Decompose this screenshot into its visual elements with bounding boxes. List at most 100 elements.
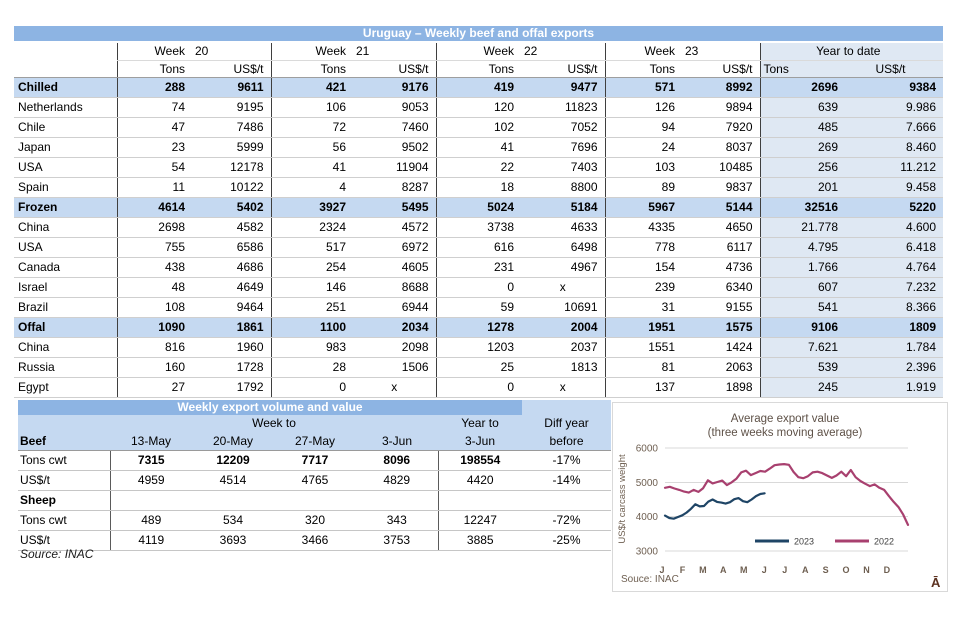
table2-title: Weekly export volume and value	[18, 400, 523, 415]
row-label: Canada	[14, 257, 117, 278]
x-tick-label: F	[680, 565, 686, 575]
cell: 9106	[759, 317, 845, 338]
series-line-2023	[663, 492, 766, 520]
cell: 419	[435, 77, 521, 98]
cell	[437, 490, 523, 511]
cell: 8037	[682, 137, 760, 158]
cell: 48	[116, 277, 192, 298]
week-number: 23	[682, 42, 760, 61]
cell: 9.458	[845, 177, 944, 198]
chart-subtitle: (three weeks moving average)	[708, 427, 863, 439]
cell: 7.666	[845, 117, 944, 138]
cell: 41	[435, 137, 521, 158]
cell: 1.784	[845, 337, 944, 358]
cell: -17%	[522, 450, 612, 471]
series-line-2022	[663, 462, 910, 527]
x-tick-label: A	[802, 565, 809, 575]
week-label: Week	[270, 42, 353, 61]
cell: 4633	[521, 217, 605, 238]
cell: 9502	[353, 137, 436, 158]
cell	[109, 490, 192, 511]
table1-data-row: Chile 47 7486 72 7460 102 7052 94 7920 485 7.666	[14, 117, 944, 138]
cell: 3927	[270, 197, 353, 218]
cell: 31	[604, 297, 682, 318]
cell: 12178	[192, 157, 271, 178]
cell: 1898	[682, 377, 760, 398]
table1-week-header-row: Week 20 Week 21 Week 22 Week 23 Year to …	[14, 42, 944, 61]
cell: 1424	[682, 337, 760, 358]
cell: 25	[435, 357, 521, 378]
cell: 256	[759, 157, 845, 178]
week-to-header: Week to	[110, 415, 438, 432]
cell: 201	[759, 177, 845, 198]
cell: 5999	[192, 137, 271, 158]
cell: 983	[270, 337, 353, 358]
table1-title-row: Uruguay – Weekly beef and offal exports	[14, 26, 944, 43]
cell: 4736	[682, 257, 760, 278]
cell: 7.232	[845, 277, 944, 298]
cell: 0	[270, 377, 353, 398]
cell: 5144	[682, 197, 760, 218]
cell: 2324	[270, 217, 353, 238]
cell: 1951	[604, 317, 682, 338]
cell: 11823	[521, 97, 605, 118]
cell: 1100	[270, 317, 353, 338]
cell: -25%	[522, 530, 612, 551]
cell: 1728	[192, 357, 271, 378]
cell: 22	[435, 157, 521, 178]
table1-data-row: China 2698 4582 2324 4572 3738 4633 4335 4650 21.…	[14, 217, 944, 238]
cell: 9155	[682, 297, 760, 318]
table2-body: Beef 13-May 20-May 27-May 3-Jun 3-Jun before To…	[18, 432, 612, 551]
cell: 160	[116, 357, 192, 378]
cell: 7403	[521, 157, 605, 178]
cell: 27-May	[274, 432, 356, 451]
cell: 18	[435, 177, 521, 198]
table1-data-row: Israel 48 4649 146 8688 0 x 239 6340 607 7.232	[14, 277, 944, 298]
cell: 7696	[521, 137, 605, 158]
x-tick-label: O	[842, 565, 849, 575]
usdt-header: US$/t	[682, 60, 760, 78]
chart-source: Souce: INAC	[621, 574, 679, 585]
x-tick-label: J	[659, 565, 664, 575]
table2-data-row: Tons cwt 7315 12209 7717 8096 198554 -17%	[18, 450, 612, 471]
cell	[274, 490, 356, 511]
cell: 6.418	[845, 237, 944, 258]
cell: 254	[270, 257, 353, 278]
row-label: Beef	[18, 432, 110, 451]
cell: 21.778	[759, 217, 845, 238]
cell: 4335	[604, 217, 682, 238]
week-number: 22	[521, 42, 605, 61]
row-label: Japan	[14, 137, 117, 158]
legend-label: 2022	[874, 537, 894, 547]
cell: 12247	[437, 510, 523, 531]
spacer-cell	[18, 415, 110, 432]
cell: 28	[270, 357, 353, 378]
cell: 3693	[192, 530, 274, 551]
cell: 239	[604, 277, 682, 298]
table1-data-row: Russia 160 1728 28 1506 25 1813 81 2063 539 2.396	[14, 357, 944, 378]
cell: 1809	[845, 317, 944, 338]
usdt-header: US$/t	[521, 60, 605, 78]
table1-section-row: Frozen 4614 5402 3927 5495 5024 5184 5967 5144 32…	[14, 197, 944, 218]
cell: 1506	[353, 357, 436, 378]
week-label: Week	[435, 42, 521, 61]
table1-data-row: USA 54 12178 41 11904 22 7403 103 10485 256 11.212	[14, 157, 944, 178]
cell: 571	[604, 77, 682, 98]
cell: 94	[604, 117, 682, 138]
row-label: USA	[14, 157, 117, 178]
cell: 3-Jun	[438, 432, 523, 451]
table2-group-header-row: Week to Year to Diff year	[18, 415, 612, 432]
cell: 8096	[356, 450, 438, 471]
spacer-cell	[14, 42, 117, 61]
row-label: Sheep	[18, 490, 110, 511]
legend-label: 2023	[794, 537, 814, 547]
cell: 4605	[353, 257, 436, 278]
cell: 9477	[521, 77, 605, 98]
cell	[356, 490, 438, 511]
x-tick-label: M	[740, 565, 748, 575]
cell: 1960	[192, 337, 271, 358]
row-label: Chile	[14, 117, 117, 138]
cell: 9611	[192, 77, 271, 98]
y-axis-title: US$/t carcass weight	[617, 454, 628, 544]
cell: 54	[116, 157, 192, 178]
